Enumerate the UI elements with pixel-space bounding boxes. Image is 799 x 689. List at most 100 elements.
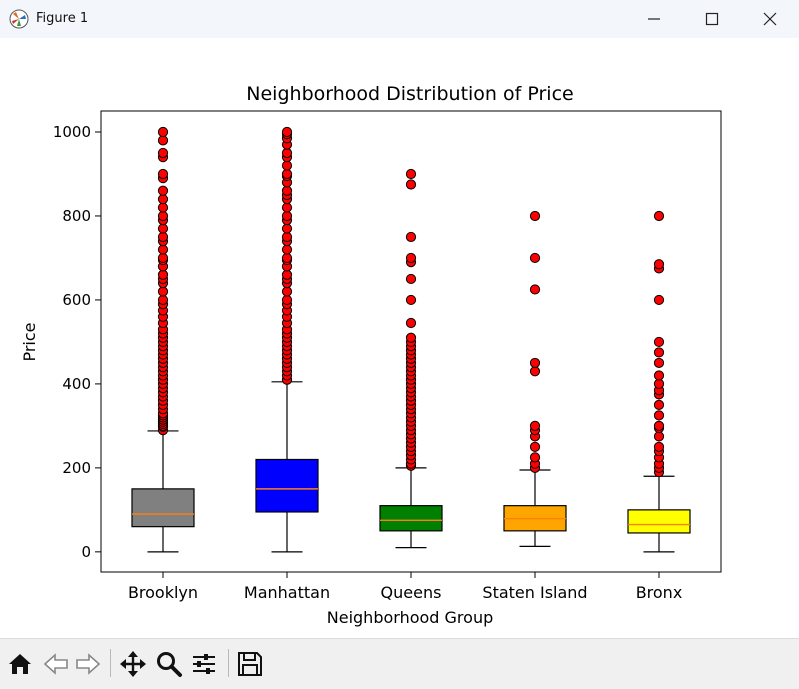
home-button[interactable] [4,649,36,679]
configure-subplots-icon [193,654,215,674]
y-tick-label: 400 [62,375,91,393]
minimize-icon [648,18,660,20]
outlier-point [653,294,665,306]
outlier-point [157,223,169,234]
outlier-point [653,357,665,369]
y-tick-label: 600 [62,291,91,309]
maximize-button[interactable] [684,0,742,38]
axes-frame [100,110,722,573]
x-tick-label: Brooklyn [128,583,198,602]
outlier-point [653,378,665,390]
outlier-point [157,126,169,138]
outlier-point [405,231,417,243]
outlier-point [157,286,169,297]
outlier-point [653,441,665,452]
back-arrow-icon [43,653,68,675]
maximize-icon [705,12,719,26]
outlier-point [281,168,293,180]
iqr-box [255,458,319,513]
x-tick-label: Staten Island [482,583,587,602]
outlier-point [653,259,665,270]
outlier-point [281,231,293,243]
outlier-point [405,317,417,329]
configure-subplots-button[interactable] [188,649,220,679]
outlier-point [281,210,293,222]
figure-canvas: Neighborhood Distribution of Price 0 200 4… [0,38,799,636]
box-group-brooklyn [131,126,195,553]
matplotlib-icon [9,9,29,29]
outlier-point [281,286,293,297]
outlier-point [157,210,169,222]
box-group-bronx [627,210,691,553]
window-title: Figure 1 [36,11,89,26]
home-icon [9,654,31,674]
outlier-point [405,179,417,190]
outlier-point [281,147,293,159]
outlier-point [157,252,169,264]
outlier-point [281,294,293,306]
x-tick-label: Queens [381,583,442,602]
outlier-point [653,210,665,222]
box-group-manhattan [255,126,319,553]
chart-title: Neighborhood Distribution of Price [246,83,573,105]
outlier-point [653,336,665,348]
iqr-box [627,509,691,534]
y-tick-label: 200 [62,459,91,477]
outlier-point [281,202,293,213]
outlier-point [405,332,417,343]
outlier-point [653,410,665,421]
y-tick-label: 800 [62,207,91,225]
outlier-point [281,244,293,255]
outlier-point [281,252,293,264]
close-icon [763,12,777,26]
zoom-button[interactable] [153,649,185,679]
outlier-point [157,147,169,159]
outlier-point [157,168,169,180]
forward-button[interactable] [72,649,104,679]
close-button[interactable] [742,0,799,38]
outlier-point [405,294,417,306]
outlier-point [529,420,541,431]
outlier-point [653,420,665,431]
outlier-point [653,399,665,410]
outlier-point [157,231,169,243]
outlier-point [157,135,169,146]
zoom-magnifier-icon [157,652,182,677]
box-group-staten-island [503,210,567,547]
x-axis-label: Neighborhood Group [327,608,493,627]
iqr-box [131,488,195,528]
outlier-point [157,269,169,280]
outlier-point [653,370,665,381]
minimize-button[interactable] [626,0,684,38]
navigation-toolbar [0,638,799,689]
outlier-point [653,431,665,442]
outlier-point [405,273,417,285]
y-tick-label: 0 [81,543,91,561]
iqr-box [379,505,443,532]
y-tick-label: 1000 [53,123,91,141]
pan-move-icon [120,651,146,677]
outlier-point [529,452,541,463]
plot-area: 0 200 400 600 800 1000 Brooklyn Manhattan Queens… [53,123,691,602]
outlier-point [281,160,293,171]
outlier-point [157,294,169,306]
outlier-point [405,252,417,264]
outlier-point [281,269,293,280]
outlier-point [405,168,417,180]
outlier-point [281,223,293,234]
x-tick-label: Bronx [636,583,683,602]
outlier-point [157,185,169,196]
outlier-point [157,202,169,213]
outlier-point [529,366,541,377]
outlier-point [529,441,541,452]
outlier-point [281,126,293,138]
save-button[interactable] [234,649,266,679]
outlier-point [529,284,541,295]
box-group-queens [379,168,443,549]
pan-button[interactable] [117,649,149,679]
save-floppy-icon [238,652,262,676]
back-button[interactable] [40,649,72,679]
outlier-point [157,194,169,205]
outlier-point [653,347,665,358]
x-tick-label: Manhattan [244,583,330,602]
